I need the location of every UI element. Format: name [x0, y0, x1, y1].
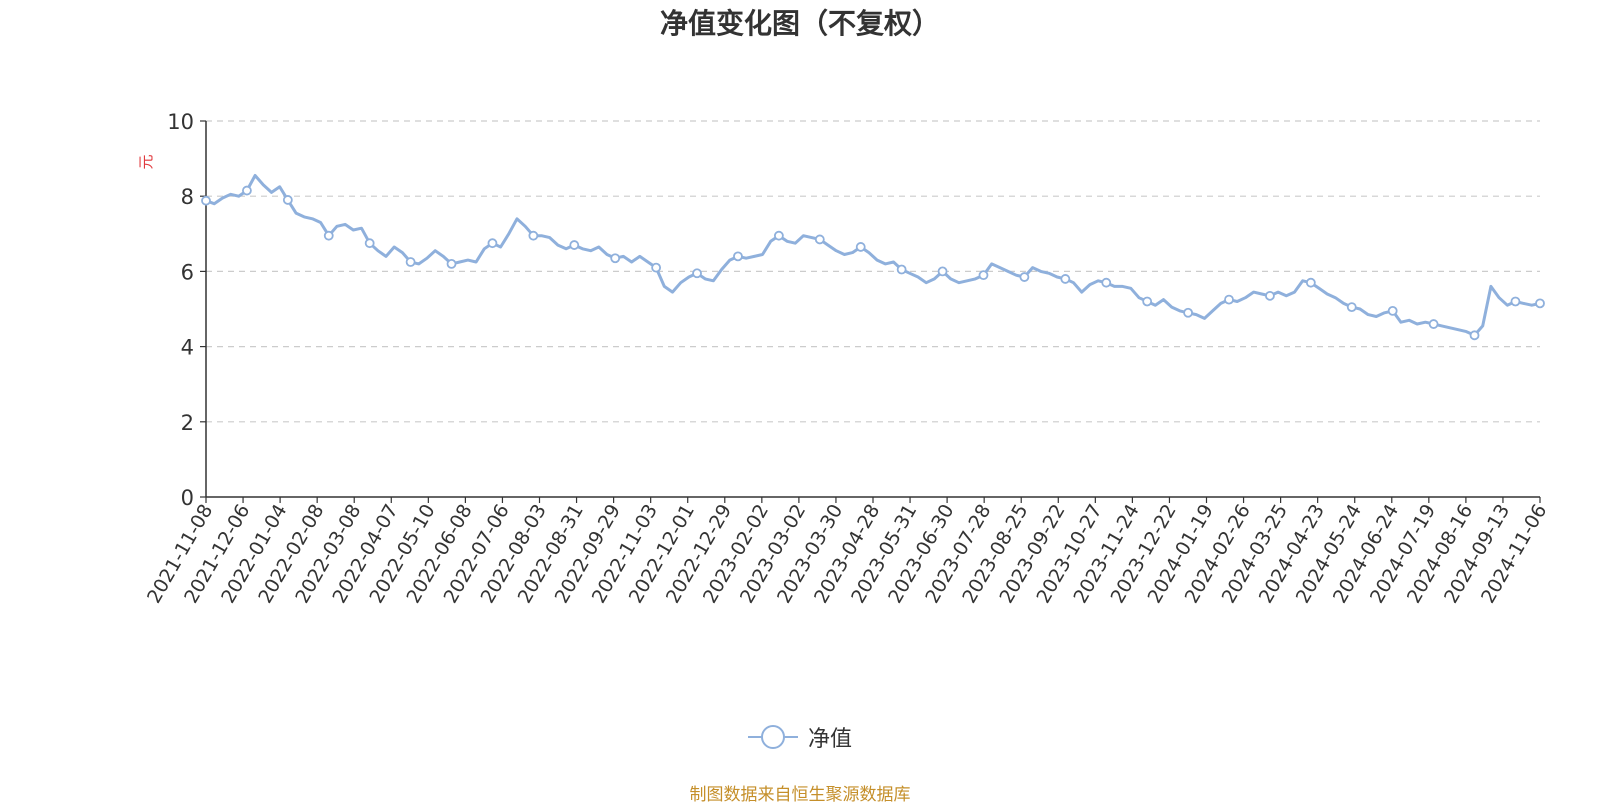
x-axis: 2021-11-082021-12-062022-01-042022-02-08…	[143, 496, 1551, 607]
data-point[interactable]	[1305, 277, 1316, 288]
y-tick-label: 2	[181, 411, 194, 435]
legend-line-marker-icon	[748, 725, 798, 749]
data-point[interactable]	[773, 230, 784, 241]
data-point[interactable]	[242, 185, 252, 196]
legend[interactable]: 净值	[748, 722, 852, 752]
data-point[interactable]	[487, 238, 498, 249]
y-tick-label: 0	[181, 486, 194, 510]
data-point[interactable]	[1387, 305, 1398, 316]
data-point[interactable]	[1346, 302, 1357, 313]
data-point[interactable]	[1019, 272, 1030, 282]
series-line	[204, 174, 1542, 337]
y-tick-label: 8	[181, 185, 194, 209]
data-point[interactable]	[364, 238, 375, 249]
data-point[interactable]	[323, 230, 334, 241]
data-point[interactable]	[855, 242, 866, 252]
y-tick-label: 6	[181, 260, 194, 284]
data-point[interactable]	[896, 264, 907, 275]
data-point[interactable]	[1469, 330, 1480, 341]
data-point[interactable]	[733, 251, 743, 262]
data-point[interactable]	[610, 253, 621, 264]
data-point[interactable]	[405, 257, 416, 267]
y-axis: 0 2 4 6 8 10 元	[137, 110, 207, 510]
data-point[interactable]	[569, 240, 580, 250]
series-group	[201, 174, 1545, 341]
legend-label: 净值	[808, 727, 853, 752]
y-axis-label: 元	[137, 154, 155, 169]
data-point[interactable]	[1142, 296, 1153, 307]
data-point[interactable]	[692, 268, 702, 279]
data-point[interactable]	[1224, 294, 1234, 305]
data-point[interactable]	[528, 230, 539, 241]
data-point[interactable]	[651, 262, 662, 273]
data-point[interactable]	[937, 266, 948, 277]
data-point[interactable]	[1183, 307, 1193, 318]
data-point[interactable]	[1101, 277, 1112, 288]
source-note: 制图数据来自恒生聚源数据库	[689, 785, 911, 805]
data-point[interactable]	[1265, 290, 1275, 301]
chart-title: 净值变化图（不复权）	[659, 7, 940, 40]
data-point[interactable]	[1428, 319, 1439, 329]
y-tick-label: 4	[181, 336, 194, 360]
data-point[interactable]	[1510, 296, 1521, 307]
data-point[interactable]	[1060, 274, 1071, 284]
data-point[interactable]	[201, 195, 211, 206]
data-point[interactable]	[978, 270, 989, 281]
data-point[interactable]	[282, 195, 293, 205]
data-point[interactable]	[446, 258, 457, 269]
grid-lines	[206, 120, 1540, 423]
y-tick-label: 10	[167, 110, 194, 134]
data-point[interactable]	[1535, 298, 1545, 309]
data-point[interactable]	[814, 234, 825, 245]
